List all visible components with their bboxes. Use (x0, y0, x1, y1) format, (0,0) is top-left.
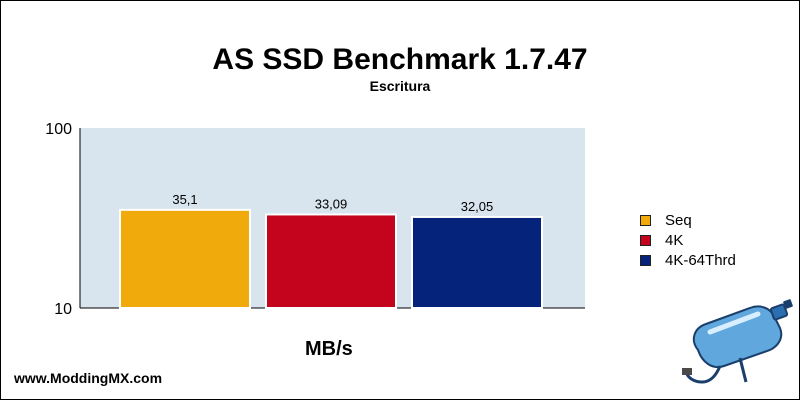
y-tick-label-10: 10 (54, 301, 72, 318)
footer-site: www.ModdingMX.com (14, 370, 163, 386)
legend-item-4k-64thrd: 4K-64Thrd (640, 250, 736, 270)
bar-4k (265, 213, 397, 309)
y-tick-label-100: 100 (45, 121, 72, 138)
legend-item-4k: 4K (640, 230, 736, 250)
legend-swatch-4k-64thrd (640, 254, 651, 266)
data-label-seq: 35,1 (172, 192, 197, 207)
bar-seq (119, 208, 251, 310)
chart-subtitle: Escritura (369, 78, 431, 94)
legend-swatch-4k (640, 234, 651, 246)
ssd-bottle-mascot-icon (682, 299, 793, 384)
legend: Seq 4K 4K-64Thrd (640, 210, 736, 270)
data-label-4k: 33,09 (315, 196, 348, 211)
legend-swatch-seq (640, 214, 651, 226)
legend-item-seq: Seq (640, 210, 736, 230)
bar-4k-64thrd (411, 215, 543, 310)
data-label-4k-64thrd: 32,05 (461, 199, 494, 214)
chart-title: AS SSD Benchmark 1.7.47 (212, 43, 588, 76)
legend-label-4k: 4K (665, 231, 684, 249)
legend-label-4k-64thrd: 4K-64Thrd (665, 251, 736, 269)
legend-label-seq: Seq (665, 211, 692, 229)
x-axis-label: MB/s (305, 338, 353, 360)
